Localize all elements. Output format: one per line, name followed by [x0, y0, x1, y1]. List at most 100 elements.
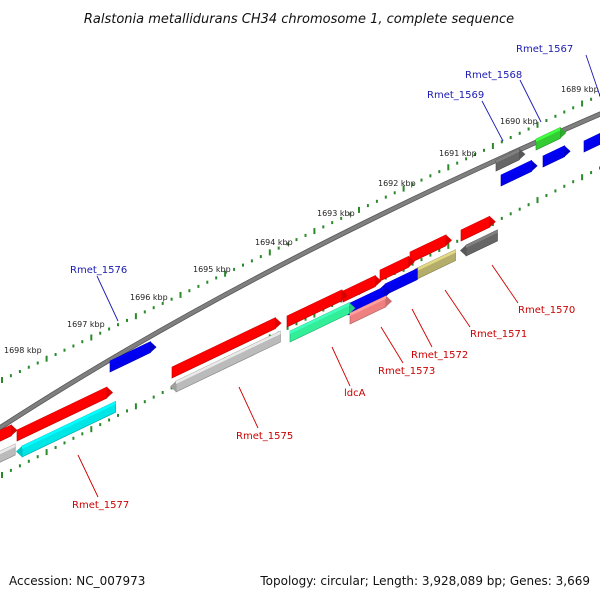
inner-tick: [304, 317, 307, 321]
outer-tick: [81, 340, 84, 344]
outer-tick: [1, 377, 3, 383]
kbp-label: 1690 kbp: [500, 117, 538, 126]
outer-tick: [197, 284, 200, 288]
gene-label-ldca: ldcA: [344, 388, 366, 399]
outer-tick: [465, 157, 468, 161]
outer-tick: [429, 174, 432, 178]
gene-rmet-1567b-blue: [583, 133, 600, 153]
outer-tick: [474, 153, 476, 157]
outer-tick: [143, 310, 146, 314]
gene-label-rmet-1570: Rmet_1570: [518, 305, 575, 316]
inner-tick: [429, 253, 432, 257]
inner-tick: [500, 216, 503, 220]
outer-tick: [581, 100, 584, 107]
gene-label-rmet-1576: Rmet_1576: [70, 265, 127, 276]
outer-tick: [54, 353, 57, 356]
gene-rmet-1570-gray: [460, 229, 498, 257]
inner-tick: [536, 197, 539, 204]
outer-tick: [27, 365, 30, 369]
outer-tick: [536, 121, 539, 128]
inner-tick: [99, 423, 102, 427]
kbp-label: 1691 kbp: [439, 149, 477, 158]
label-leader-lines: [77, 54, 600, 498]
outer-tick: [411, 182, 414, 186]
inner-tick: [45, 449, 48, 456]
inner-tick: [572, 180, 575, 184]
inner-tick: [554, 189, 557, 193]
outer-tick: [250, 259, 253, 263]
inner-tick: [134, 403, 137, 410]
outer-tick: [206, 280, 209, 284]
kbp-label: 1698 kbp: [4, 346, 42, 355]
gene-rmet-1577-cyan: [16, 400, 116, 458]
gene-rmet-1567-blue: [542, 145, 571, 168]
inner-tick: [63, 441, 66, 445]
outer-tick: [277, 246, 280, 250]
kbp-label: 1692 kbp: [378, 179, 416, 188]
outer-tick: [179, 291, 182, 298]
leader-line-rmet-1575: [238, 386, 259, 429]
outer-tick: [295, 238, 298, 242]
outer-tick: [286, 242, 289, 246]
outer-tick: [340, 216, 343, 220]
inner-tick: [545, 194, 548, 197]
outer-tick: [304, 233, 307, 237]
outer-tick: [170, 297, 173, 301]
gene-1572-red: [379, 255, 415, 282]
outer-tick: [188, 289, 191, 293]
inner-tick: [438, 249, 441, 252]
inner-tick: [527, 203, 530, 207]
outer-tick: [358, 206, 360, 213]
topology-text: Topology: circular; Length: 3,928,089 bp…: [260, 574, 590, 588]
outer-tick: [134, 313, 137, 320]
inner-tick: [36, 455, 39, 459]
inner-tick: [456, 239, 459, 243]
leader-line-rmet-1570: [491, 264, 519, 304]
outer-tick: [420, 178, 423, 182]
inner-tick: [81, 432, 84, 436]
scale-labels: 1689 kbp 1690 kbp 1691 kbp 1692 kbp 1693 kbp…: [4, 85, 599, 355]
leader-line-rmet-1572: [411, 308, 433, 348]
outer-tick: [152, 306, 155, 310]
inner-tick: [286, 326, 289, 330]
kbp-label: 1697 kbp: [67, 320, 105, 329]
gene-ldca-red: [286, 289, 348, 328]
outer-tick: [322, 225, 325, 229]
inner-tick: [518, 207, 521, 211]
outer-tick: [90, 334, 93, 341]
inner-tick: [161, 391, 164, 394]
inner-tick: [1, 472, 3, 478]
outer-tick: [99, 331, 102, 335]
inner-tick: [411, 262, 414, 266]
inner-tick: [295, 322, 298, 326]
inner-tick: [509, 212, 512, 216]
gene-rmet-1575-gray: [170, 330, 281, 393]
kbp-label: 1695 kbp: [193, 265, 231, 274]
outer-tick: [313, 228, 316, 235]
gene-rmet-1577-red: [16, 386, 113, 442]
inner-tick: [447, 242, 450, 249]
inner-tick: [581, 174, 584, 181]
leader-line-rmet-1577: [77, 454, 99, 498]
leader-line-rmet-1569: [481, 100, 504, 142]
outer-tick: [393, 191, 396, 195]
inner-tick: [143, 400, 146, 404]
inner-tick: [9, 468, 12, 472]
outer-tick: [384, 195, 387, 199]
inner-tick: [108, 418, 111, 422]
outer-tick: [108, 327, 111, 331]
gene-rmet-1569-blue: [500, 159, 538, 187]
outer-tick: [491, 143, 494, 149]
kbp-label: 1694 kbp: [255, 238, 293, 247]
gene-edge-gray: [0, 443, 16, 463]
outer-tick: [563, 110, 566, 114]
outer-tick: [447, 164, 450, 171]
outer-tick: [224, 270, 227, 277]
gene-label-rmet-1568: Rmet_1568: [465, 70, 522, 81]
gene-label-rmet-1577: Rmet_1577: [72, 500, 129, 511]
outer-tick: [233, 267, 236, 271]
inner-tick: [420, 258, 423, 262]
inner-tick: [90, 426, 93, 433]
kbp-label: 1689 kbp: [561, 85, 599, 94]
outer-tick: [366, 204, 369, 208]
